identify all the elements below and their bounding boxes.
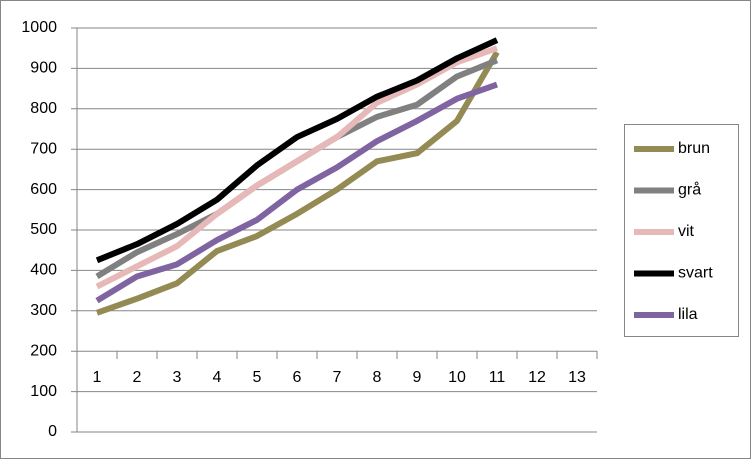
x-tick-label: 13: [568, 369, 586, 386]
x-tick-label: 3: [173, 369, 182, 386]
x-tick-label: 10: [448, 369, 466, 386]
legend-label: vit: [678, 223, 695, 240]
legend-label: svart: [678, 265, 713, 282]
x-tick-label: 12: [528, 369, 546, 386]
y-tick-label: 500: [30, 221, 57, 238]
x-tick-label: 6: [293, 369, 302, 386]
legend-label: grå: [678, 181, 701, 199]
y-tick-label: 200: [30, 342, 57, 359]
x-tick-label: 11: [489, 369, 506, 386]
x-tick-label: 1: [93, 369, 102, 386]
x-tick-label: 4: [213, 369, 222, 386]
series-line: [95, 37, 499, 264]
x-tick-label: 5: [253, 369, 262, 386]
x-tick-label: 9: [413, 369, 422, 386]
series-line: [96, 50, 500, 316]
y-tick-label: 300: [30, 302, 57, 319]
y-tick-label: 600: [30, 181, 57, 198]
y-tick-label: 700: [30, 140, 57, 157]
x-tick-label: 8: [373, 369, 382, 386]
y-tick-label: 0: [48, 423, 57, 440]
y-tick-label: 100: [30, 383, 57, 400]
y-tick-label: 900: [30, 60, 57, 77]
legend-label: lila: [678, 306, 698, 323]
series-line: [95, 81, 498, 304]
y-tick-label: 1000: [21, 19, 57, 36]
series-line: [95, 45, 498, 290]
y-tick-label: 800: [30, 100, 57, 117]
x-tick-label: 2: [133, 369, 142, 386]
legend-label: brun: [678, 140, 710, 157]
y-tick-label: 400: [30, 262, 57, 279]
x-tick-label: 7: [333, 369, 342, 386]
